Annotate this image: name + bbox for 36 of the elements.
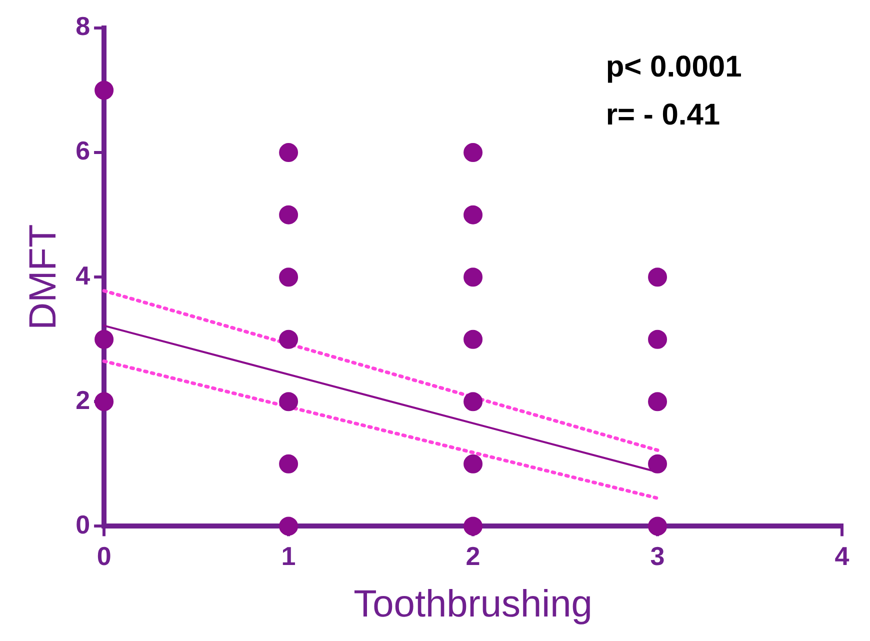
point [464,454,483,474]
point [94,330,114,349]
y-tick-label: 2 [76,384,90,415]
point [648,454,668,474]
point [279,454,298,474]
point [464,268,483,287]
point [464,392,483,412]
point [464,330,483,349]
x-tick-label: 3 [650,540,665,571]
point [648,516,668,536]
x-axis-title: Toothbrushing [354,584,592,626]
x-tick-label: 0 [96,540,112,571]
x-tick-label: 2 [466,540,480,571]
point [279,205,298,224]
point [648,330,668,349]
y-axis-title: DMFT [22,224,64,330]
annotation: r= - 0.41 [606,98,720,132]
x-tick-label: 1 [281,540,296,571]
point [648,268,668,287]
point [94,80,114,100]
point [464,205,483,224]
y-tick-label: 8 [76,11,90,42]
point [279,268,298,287]
point [279,392,298,412]
point [279,516,298,536]
x-tick-label: 4 [834,540,850,571]
y-tick-label: 4 [76,260,91,290]
point [464,143,483,162]
y-tick-label: 6 [76,136,90,166]
point [279,330,298,349]
point [279,143,298,162]
point [648,392,668,412]
y-tick-label: 0 [76,509,90,540]
point [94,392,114,412]
point [464,516,483,536]
annotation: p< 0.0001 [606,50,742,84]
